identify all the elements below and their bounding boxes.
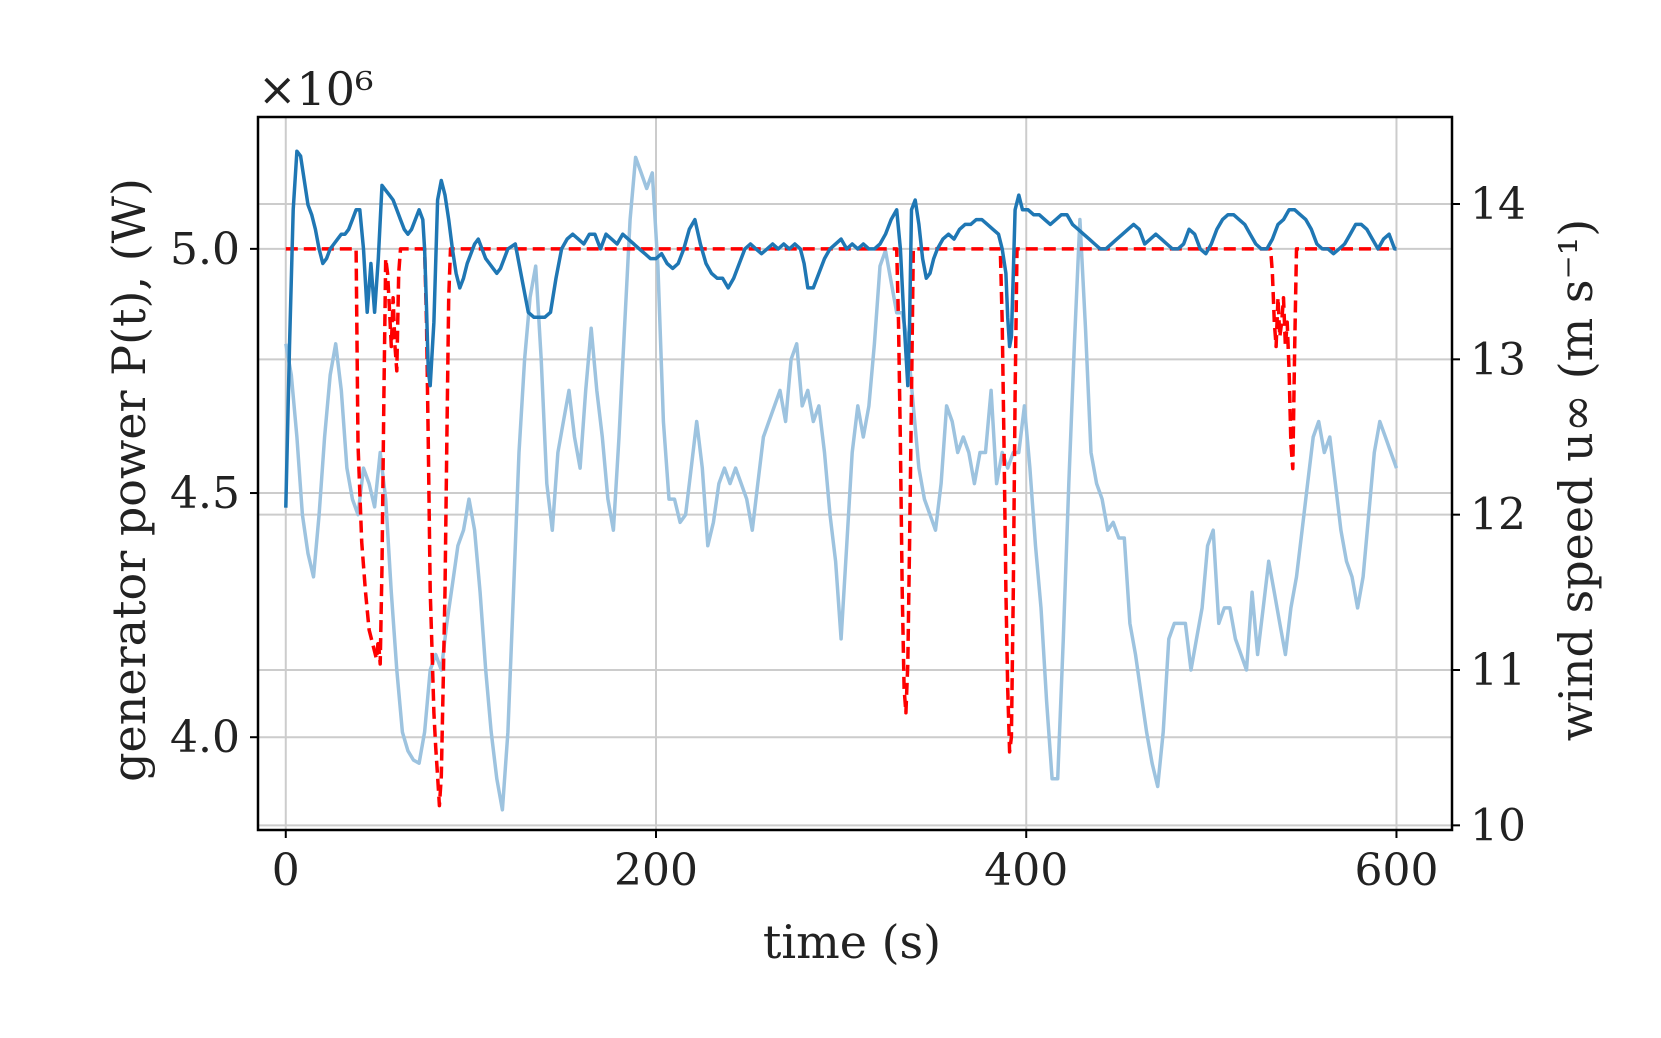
- y-right-tick-label: 13: [1470, 334, 1526, 385]
- y-left-axis-label: generator power P(t), (W): [102, 178, 156, 782]
- plot-frame: [256, 115, 1454, 832]
- y-right-tick-label: 11: [1470, 645, 1526, 696]
- y-right-tick-label: 12: [1470, 490, 1526, 541]
- y-right-tick-label: 14: [1470, 179, 1526, 230]
- x-tick-label: 600: [1354, 845, 1438, 896]
- power-reference-line: [285, 247, 1397, 808]
- y-left-scale-label: ×10⁶: [258, 62, 374, 116]
- wind-speed-line: [284, 155, 1399, 812]
- axes: 0 200 400 600 4.0 4.5 5.0 10 11 12 13 14: [170, 179, 1526, 896]
- x-axis-label: time (s): [763, 915, 941, 969]
- x-tick-label: 200: [614, 845, 698, 896]
- y-right-tick-label: 10: [1470, 800, 1526, 851]
- x-tick-label: 400: [984, 845, 1068, 896]
- y-left-tick-label: 4.5: [170, 468, 240, 519]
- grid: [258, 117, 1452, 830]
- y-right-axis-label: wind speed u∞ (m s⁻¹): [1549, 219, 1603, 741]
- power-actual-line: [284, 149, 1397, 508]
- x-tick-label: 0: [272, 845, 300, 896]
- series-group: [284, 149, 1399, 812]
- y-left-tick-label: 4.0: [170, 712, 240, 763]
- y-left-tick-label: 5.0: [170, 224, 240, 275]
